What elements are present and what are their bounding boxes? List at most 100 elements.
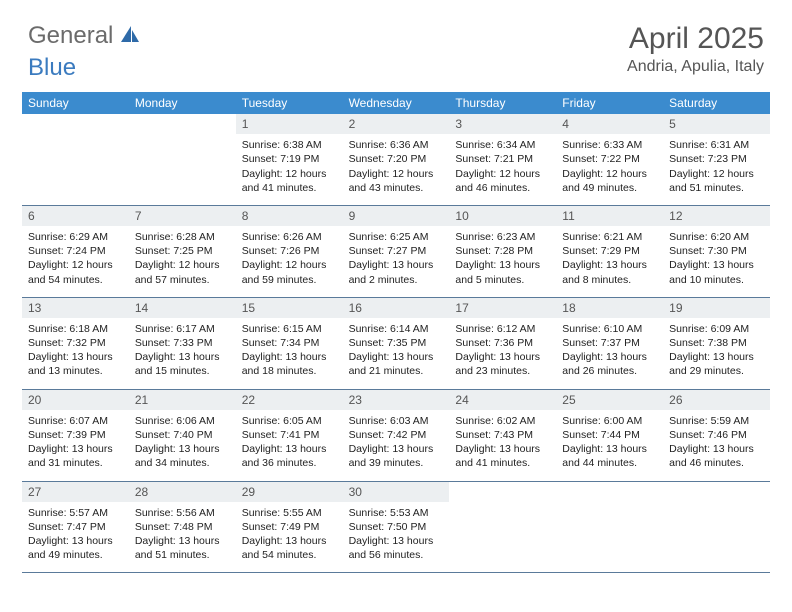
sunrise-label: Sunrise: 6:26 AM — [242, 230, 337, 244]
day1-label: Daylight: 13 hours — [28, 350, 123, 364]
sunset-label: Sunset: 7:47 PM — [28, 520, 123, 534]
day-number: 5 — [663, 114, 770, 134]
day-cell: 15Sunrise: 6:15 AMSunset: 7:34 PMDayligh… — [236, 298, 343, 389]
location-label: Andria, Apulia, Italy — [627, 58, 764, 76]
day2-label: and 54 minutes. — [28, 273, 123, 287]
day1-label: Daylight: 13 hours — [242, 350, 337, 364]
day-cell: 26Sunrise: 5:59 AMSunset: 7:46 PMDayligh… — [663, 390, 770, 481]
day-number — [556, 482, 663, 502]
weekday-header-row: SundayMondayTuesdayWednesdayThursdayFrid… — [22, 92, 770, 114]
day-number: 10 — [449, 206, 556, 226]
day-number: 4 — [556, 114, 663, 134]
sunrise-label: Sunrise: 6:14 AM — [349, 322, 444, 336]
week-row: 13Sunrise: 6:18 AMSunset: 7:32 PMDayligh… — [22, 298, 770, 390]
day2-label: and 21 minutes. — [349, 364, 444, 378]
sunrise-label: Sunrise: 6:05 AM — [242, 414, 337, 428]
day-number: 16 — [343, 298, 450, 318]
sunrise-label: Sunrise: 6:31 AM — [669, 138, 764, 152]
day2-label: and 2 minutes. — [349, 273, 444, 287]
sunset-label: Sunset: 7:40 PM — [135, 428, 230, 442]
weekday-header-cell: Tuesday — [236, 92, 343, 114]
day-cell — [449, 482, 556, 573]
page-header: General April 2025 Andria, Apulia, Italy — [0, 0, 792, 84]
day-cell: 9Sunrise: 6:25 AMSunset: 7:27 PMDaylight… — [343, 206, 450, 297]
sunrise-label: Sunrise: 6:09 AM — [669, 322, 764, 336]
day1-label: Daylight: 13 hours — [242, 442, 337, 456]
day-cell: 19 Sunrise: 6:09 AMSunset: 7:38 PMDayligh… — [663, 298, 770, 389]
sunrise-label: Sunrise: 5:53 AM — [349, 506, 444, 520]
day-number: 17 — [449, 298, 556, 318]
day1-label: Daylight: 13 hours — [562, 442, 657, 456]
day2-label: and 59 minutes. — [242, 273, 337, 287]
sunset-label: Sunset: 7:39 PM — [28, 428, 123, 442]
sunset-label: Sunset: 7:24 PM — [28, 244, 123, 258]
day2-label: and 36 minutes. — [242, 456, 337, 470]
day-number — [129, 114, 236, 134]
day2-label: and 49 minutes. — [562, 181, 657, 195]
weekday-header-cell: Thursday — [449, 92, 556, 114]
sunrise-label: Sunrise: 5:55 AM — [242, 506, 337, 520]
day-cell — [129, 114, 236, 205]
day1-label: Daylight: 13 hours — [455, 442, 550, 456]
weekday-header-cell: Monday — [129, 92, 236, 114]
sunset-label: Sunset: 7:23 PM — [669, 152, 764, 166]
day-number: 22 — [236, 390, 343, 410]
day2-label: and 39 minutes. — [349, 456, 444, 470]
day1-label: Daylight: 13 hours — [349, 534, 444, 548]
day-cell: 30 Sunrise: 5:53 AMSunset: 7:50 PMDayligh… — [343, 482, 450, 573]
sunset-label: Sunset: 7:48 PM — [135, 520, 230, 534]
day-number: 19 — [663, 298, 770, 318]
day-number: 30 — [343, 482, 450, 502]
week-row: 27Sunrise: 5:57 AMSunset: 7:47 PMDayligh… — [22, 482, 770, 574]
day-number: 21 — [129, 390, 236, 410]
sunrise-label: Sunrise: 6:34 AM — [455, 138, 550, 152]
day1-label: Daylight: 13 hours — [669, 442, 764, 456]
day-cell — [663, 482, 770, 573]
sunset-label: Sunset: 7:41 PM — [242, 428, 337, 442]
day-cell: 14Sunrise: 6:17 AMSunset: 7:33 PMDayligh… — [129, 298, 236, 389]
sunrise-label: Sunrise: 6:03 AM — [349, 414, 444, 428]
weekday-header-cell: Saturday — [663, 92, 770, 114]
sunset-label: Sunset: 7:38 PM — [669, 336, 764, 350]
day-cell: 10Sunrise: 6:23 AMSunset: 7:28 PMDayligh… — [449, 206, 556, 297]
sunset-label: Sunset: 7:33 PM — [135, 336, 230, 350]
day1-label: Daylight: 12 hours — [242, 258, 337, 272]
day1-label: Daylight: 12 hours — [242, 167, 337, 181]
sunset-label: Sunset: 7:35 PM — [349, 336, 444, 350]
day-number: 8 — [236, 206, 343, 226]
sunset-label: Sunset: 7:25 PM — [135, 244, 230, 258]
day-cell: 16Sunrise: 6:14 AMSunset: 7:35 PMDayligh… — [343, 298, 450, 389]
sunrise-label: Sunrise: 6:20 AM — [669, 230, 764, 244]
day-number: 27 — [22, 482, 129, 502]
day2-label: and 5 minutes. — [455, 273, 550, 287]
day1-label: Daylight: 13 hours — [135, 442, 230, 456]
sunset-label: Sunset: 7:34 PM — [242, 336, 337, 350]
day-cell: 6Sunrise: 6:29 AMSunset: 7:24 PMDaylight… — [22, 206, 129, 297]
sunrise-label: Sunrise: 6:07 AM — [28, 414, 123, 428]
sunrise-label: Sunrise: 5:59 AM — [669, 414, 764, 428]
day-number: 28 — [129, 482, 236, 502]
calendar-grid: SundayMondayTuesdayWednesdayThursdayFrid… — [22, 92, 770, 573]
day-cell: 3Sunrise: 6:34 AMSunset: 7:21 PMDaylight… — [449, 114, 556, 205]
day-cell: 23Sunrise: 6:03 AMSunset: 7:42 PMDayligh… — [343, 390, 450, 481]
sunset-label: Sunset: 7:22 PM — [562, 152, 657, 166]
sunset-label: Sunset: 7:37 PM — [562, 336, 657, 350]
week-row: 20Sunrise: 6:07 AMSunset: 7:39 PMDayligh… — [22, 390, 770, 482]
sunrise-label: Sunrise: 6:00 AM — [562, 414, 657, 428]
weekday-header-cell: Wednesday — [343, 92, 450, 114]
day1-label: Daylight: 13 hours — [242, 534, 337, 548]
sunset-label: Sunset: 7:30 PM — [669, 244, 764, 258]
sunrise-label: Sunrise: 6:15 AM — [242, 322, 337, 336]
sunset-label: Sunset: 7:49 PM — [242, 520, 337, 534]
day-number: 29 — [236, 482, 343, 502]
sunrise-label: Sunrise: 6:33 AM — [562, 138, 657, 152]
logo-text-general: General — [28, 22, 113, 50]
day1-label: Daylight: 13 hours — [669, 350, 764, 364]
day-number: 9 — [343, 206, 450, 226]
day2-label: and 41 minutes. — [455, 456, 550, 470]
day2-label: and 41 minutes. — [242, 181, 337, 195]
day-number: 13 — [22, 298, 129, 318]
day-number: 11 — [556, 206, 663, 226]
sunset-label: Sunset: 7:50 PM — [349, 520, 444, 534]
sunrise-label: Sunrise: 6:23 AM — [455, 230, 550, 244]
